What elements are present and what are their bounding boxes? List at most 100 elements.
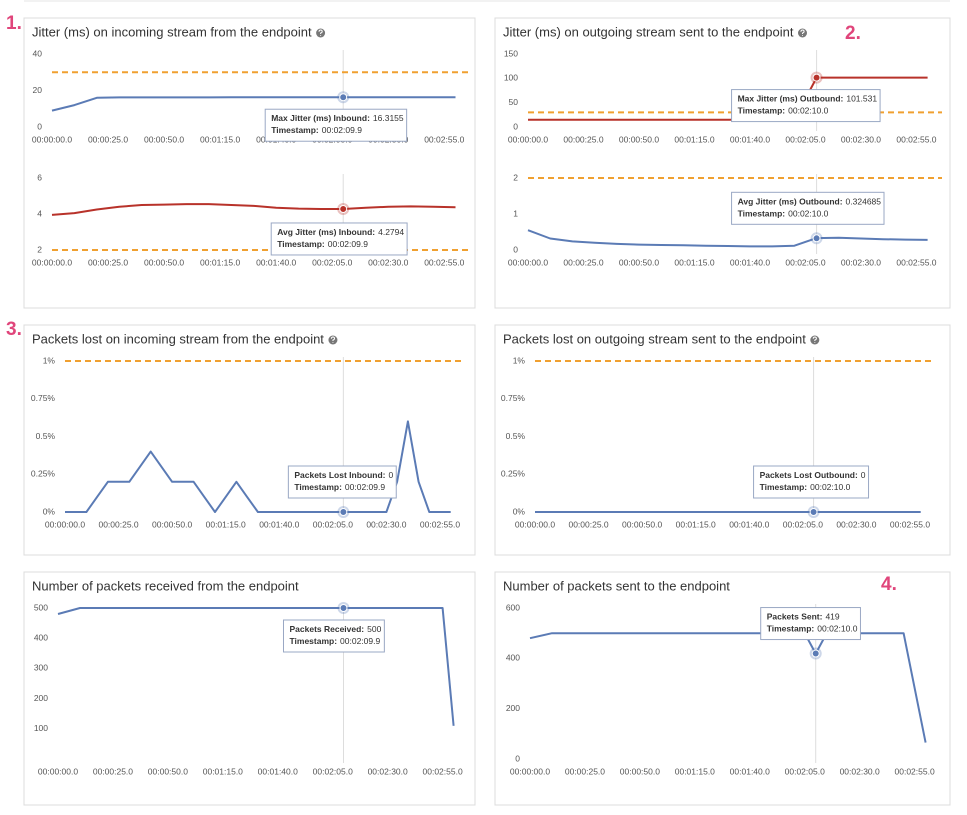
y-tick-label: 0.25% xyxy=(31,469,56,479)
series-line xyxy=(57,607,455,726)
x-tick-label: 00:01:15.0 xyxy=(203,766,243,776)
help-icon-glyph xyxy=(330,336,336,343)
x-tick-label: 00:02:55.0 xyxy=(896,134,936,144)
hover-marker xyxy=(809,508,818,516)
x-tick-label: 00:00:25.0 xyxy=(563,257,603,267)
y-tick-label: 1 xyxy=(513,208,518,218)
tooltip-line: Timestamp: 00:02:10.0 xyxy=(760,482,851,492)
tooltip-label: Packets Lost Outbound: xyxy=(760,470,858,480)
tooltip-label: Packets Lost Inbound: xyxy=(294,470,385,480)
tooltip-box xyxy=(731,89,881,123)
tooltip-value: 101.531 xyxy=(846,94,877,104)
y-tick-label: 1% xyxy=(513,355,526,365)
tooltip-timestamp-label: Timestamp: xyxy=(738,209,786,219)
x-tick-label: 00:01:15.0 xyxy=(676,519,716,529)
series-line xyxy=(65,420,451,513)
tooltip-timestamp-label: Timestamp: xyxy=(760,482,808,492)
y-tick-label: 1% xyxy=(43,355,56,365)
panel xyxy=(494,571,951,806)
y-tick-label: 0.5% xyxy=(506,431,526,441)
x-tick-label: 00:01:15.0 xyxy=(200,257,240,267)
x-tick-label: 00:00:50.0 xyxy=(144,134,184,144)
x-tick-label: 00:00:00.0 xyxy=(508,134,548,144)
x-tick-label: 00:00:25.0 xyxy=(88,134,128,144)
tooltip-line: Packets Lost Inbound: 0 xyxy=(294,470,393,480)
tooltip-value: 0 xyxy=(861,470,866,480)
tooltip-label: Avg Jitter (ms) Outbound: xyxy=(738,197,843,207)
tooltip: Packets Received: 500 Timestamp: 00:02:09.9 xyxy=(282,619,385,653)
y-tick-label: 2 xyxy=(37,244,42,254)
tooltip-timestamp-label: Timestamp: xyxy=(271,125,319,135)
x-tick-label: 00:02:30.0 xyxy=(840,766,880,776)
y-tick-label: 0 xyxy=(513,244,518,254)
x-tick-label: 00:00:00.0 xyxy=(32,134,72,144)
tooltip-line: Timestamp: 00:02:10.0 xyxy=(738,209,829,219)
tooltip-line: Avg Jitter (ms) Outbound: 0.324685 xyxy=(738,197,882,207)
y-tick-label: 0 xyxy=(37,121,42,131)
tooltip-line: Avg Jitter (ms) Inbound: 4.2794 xyxy=(277,227,404,237)
tooltip: Packets Lost Inbound: 0 Timestamp: 00:02:09… xyxy=(287,465,397,499)
series-line xyxy=(51,203,456,216)
tooltip-line: Timestamp: 00:02:10.0 xyxy=(767,624,858,634)
y-tick-label: 0.25% xyxy=(501,469,526,479)
tooltip-line: Timestamp: 00:02:09.9 xyxy=(277,239,368,249)
tooltip-line: Timestamp: 00:02:09.9 xyxy=(294,482,385,492)
help-icon-glyph xyxy=(318,29,323,36)
y-tick-label: 50 xyxy=(509,97,519,107)
x-tick-label: 00:02:05.0 xyxy=(313,519,353,529)
annotation: 3. xyxy=(6,319,22,340)
x-tick-label: 00:02:05.0 xyxy=(783,519,823,529)
tooltip-value: 500 xyxy=(367,624,381,634)
tooltip-timestamp: 00:02:10.0 xyxy=(817,624,857,634)
chart-title: Number of packets sent to the endpoint xyxy=(503,578,730,593)
panel xyxy=(23,571,476,806)
x-tick-label: 00:00:25.0 xyxy=(93,766,133,776)
y-tick-label: 200 xyxy=(506,703,520,713)
tooltip-line: Timestamp: 00:02:09.9 xyxy=(289,636,380,646)
x-tick-label: 00:02:55.0 xyxy=(895,766,935,776)
tooltip: Packets Sent: 419 Timestamp: 00:02:10.0 xyxy=(760,607,861,641)
y-tick-label: 0.75% xyxy=(31,393,56,403)
tooltip-box xyxy=(287,465,397,499)
x-tick-label: 00:00:50.0 xyxy=(620,766,660,776)
tooltip-line: Max Jitter (ms) Inbound: 16.3155 xyxy=(271,113,404,123)
x-tick-label: 00:01:15.0 xyxy=(674,134,714,144)
x-tick-label: 00:00:50.0 xyxy=(622,519,662,529)
y-tick-label: 400 xyxy=(506,653,520,663)
y-tick-label: 300 xyxy=(34,663,48,673)
tooltip-value: 4.2794 xyxy=(378,227,404,237)
x-tick-label: 00:02:05.0 xyxy=(313,766,353,776)
series-line xyxy=(51,96,456,112)
x-tick-label: 00:01:40.0 xyxy=(259,519,299,529)
tooltip-timestamp: 00:02:09.9 xyxy=(322,125,362,135)
x-tick-label: 00:01:15.0 xyxy=(200,134,240,144)
help-icon-glyph xyxy=(800,29,805,36)
tooltip-line: Packets Sent: 419 xyxy=(767,612,840,622)
x-tick-label: 00:00:00.0 xyxy=(515,519,555,529)
x-tick-label: 00:02:05.0 xyxy=(785,134,825,144)
y-tick-label: 600 xyxy=(506,602,520,612)
y-tick-label: 150 xyxy=(504,48,518,58)
x-tick-label: 00:02:30.0 xyxy=(841,257,881,267)
tooltip-timestamp: 00:02:10.0 xyxy=(788,106,828,116)
y-tick-label: 0.75% xyxy=(501,393,526,403)
tooltip-value: 419 xyxy=(825,612,839,622)
x-tick-label: 00:01:40.0 xyxy=(730,766,770,776)
annotation: 4. xyxy=(881,574,897,595)
tooltip: Avg Jitter (ms) Outbound: 0.324685 Timesta… xyxy=(731,191,885,225)
tooltip-timestamp-label: Timestamp: xyxy=(738,106,786,116)
x-tick-label: 00:02:05.0 xyxy=(785,257,825,267)
tooltip-timestamp-label: Timestamp: xyxy=(277,239,325,249)
tooltip-line: Timestamp: 00:02:10.0 xyxy=(738,106,829,116)
series-line xyxy=(527,229,928,248)
x-tick-label: 00:00:50.0 xyxy=(619,134,659,144)
tooltip-box xyxy=(282,619,385,653)
x-tick-label: 00:01:40.0 xyxy=(256,257,296,267)
x-tick-label: 00:00:25.0 xyxy=(568,519,608,529)
chart-title: Packets lost on outgoing stream sent to … xyxy=(503,331,806,346)
y-tick-label: 500 xyxy=(34,602,48,612)
x-tick-label: 00:02:30.0 xyxy=(841,134,881,144)
series-line xyxy=(528,76,928,121)
x-tick-label: 00:02:30.0 xyxy=(836,519,876,529)
